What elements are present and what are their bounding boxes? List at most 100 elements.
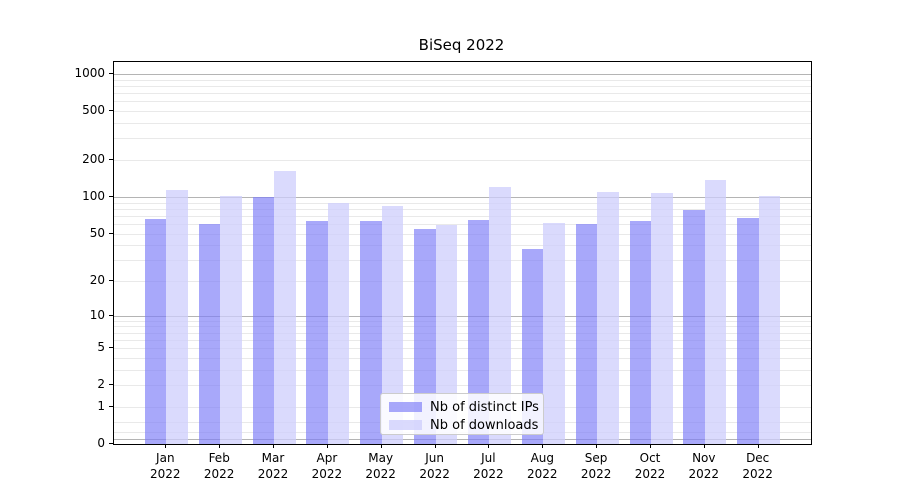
gridline-minor-40 [114,245,811,247]
y-tick-label-5: 5 [97,340,105,355]
y-tick-mark-1000 [109,73,113,74]
y-tick-mark-0 [109,443,113,444]
y-tick-mark-200 [109,159,113,160]
gridline-minor-20 [114,281,811,282]
gridline-minor-500 [114,111,811,113]
gridline-minor-7 [114,332,811,334]
chart-title: BiSeq 2022 [418,36,505,54]
x-tick-mark-jun-2022 [434,444,436,448]
legend-item-downloads: Nb of downloads [389,416,543,434]
plot-area: Nb of distinct IPs Nb of downloads [113,61,812,445]
gridline-minor-2 [114,385,811,387]
bar-distinct-ips-apr-2022 [306,220,328,444]
y-tick-label-10: 10 [89,307,105,322]
bar-downloads-aug-2022 [543,223,565,444]
y-tick-label-100: 100 [82,188,105,203]
legend-swatch-downloads [389,420,422,430]
gridline-minor-800 [114,86,811,87]
gridline-minor-600 [114,101,811,103]
gridline-minor-8 [114,326,811,328]
gridline-minor-90 [114,202,811,204]
x-tick-label-dec-2022: Dec 2022 [742,451,773,481]
bar-distinct-ips-dec-2022 [737,218,759,444]
bar-downloads-feb-2022 [220,196,242,444]
x-tick-label-apr-2022: Apr 2022 [311,451,343,481]
x-tick-label-jul-2022: Jul 2022 [473,451,504,481]
bar-downloads-oct-2022 [651,193,673,444]
x-tick-label-mar-2022: Mar 2022 [257,451,289,481]
gridline-minor-6 [114,339,811,341]
gridline-minor-200 [114,160,811,161]
y-tick-mark-50 [109,232,113,234]
gridline-major-1000 [114,74,811,75]
gridline-minor-900 [114,79,811,81]
y-tick-label-200: 200 [82,152,105,166]
gridline-minor-400 [114,123,811,124]
gridline-major-100 [114,196,811,198]
y-tick-label-50: 50 [89,225,105,240]
legend-swatch-distinct-ips [389,402,422,412]
x-tick-mark-sep-2022 [596,444,598,448]
bar-distinct-ips-jul-2022 [467,219,490,444]
y-tick-mark-10 [109,314,113,316]
gridline-minor-700 [114,93,811,95]
bar-distinct-ips-oct-2022 [629,220,651,444]
bar-distinct-ips-feb-2022 [198,223,221,444]
y-tick-mark-100 [109,195,113,197]
x-tick-mark-jul-2022 [488,444,490,448]
y-tick-mark-500 [109,110,113,112]
x-tick-label-aug-2022: Aug 2022 [527,451,558,481]
bar-distinct-ips-sep-2022 [575,223,598,444]
x-tick-mark-apr-2022 [326,444,328,448]
legend-label-downloads: Nb of downloads [430,417,539,433]
gridline-minor-5 [114,348,811,350]
y-tick-mark-1 [109,405,113,407]
x-tick-label-may-2022: May 2022 [365,451,396,481]
gridline-minor-50 [114,233,811,235]
legend-item-distinct-ips: Nb of distinct IPs [389,398,543,416]
bar-distinct-ips-mar-2022 [252,196,274,444]
x-tick-label-jan-2022: Jan 2022 [150,451,181,481]
gridline-minor-9 [114,320,811,322]
legend-label-distinct-ips: Nb of distinct IPs [430,399,539,415]
gridline-minor-4 [114,357,811,359]
gridline-major-0.1 [114,438,811,440]
bar-downloads-mar-2022 [274,170,296,444]
x-tick-mark-mar-2022 [273,444,274,448]
y-tick-mark-20 [109,280,113,281]
bar-downloads-dec-2022 [758,196,781,444]
y-tick-label-1: 1 [97,398,105,413]
gridline-minor-70 [114,215,811,217]
x-tick-mark-may-2022 [380,444,382,448]
x-tick-mark-aug-2022 [542,444,544,448]
bar-downloads-sep-2022 [597,191,619,444]
x-tick-label-feb-2022: Feb 2022 [203,451,235,481]
y-tick-label-2: 2 [97,377,105,392]
x-tick-label-nov-2022: Nov 2022 [688,451,720,481]
bar-distinct-ips-may-2022 [360,220,382,444]
x-tick-mark-oct-2022 [650,444,651,448]
x-tick-label-sep-2022: Sep 2022 [580,451,612,481]
bar-distinct-ips-jun-2022 [414,229,436,444]
gridline-minor-60 [114,223,811,225]
x-tick-label-jun-2022: Jun 2022 [419,451,450,481]
y-tick-mark-5 [109,347,113,349]
bar-downloads-apr-2022 [327,202,350,444]
y-tick-label-500: 500 [82,103,105,118]
y-tick-label-0: 0 [97,436,105,450]
gridline-minor-3 [114,369,811,371]
legend: Nb of distinct IPs Nb of downloads [380,393,544,435]
x-tick-label-oct-2022: Oct 2022 [634,451,666,481]
x-tick-mark-dec-2022 [757,444,759,448]
bar-distinct-ips-nov-2022 [683,210,705,444]
y-tick-label-1000: 1000 [74,66,105,80]
y-tick-mark-2 [109,384,113,386]
x-tick-mark-nov-2022 [703,444,705,448]
x-tick-mark-jan-2022 [165,444,167,448]
bar-downloads-jan-2022 [166,190,188,444]
bar-distinct-ips-jan-2022 [144,218,167,444]
gridline-major-10 [114,315,811,317]
bar-downloads-jun-2022 [435,224,458,444]
gridline-minor-80 [114,208,811,210]
